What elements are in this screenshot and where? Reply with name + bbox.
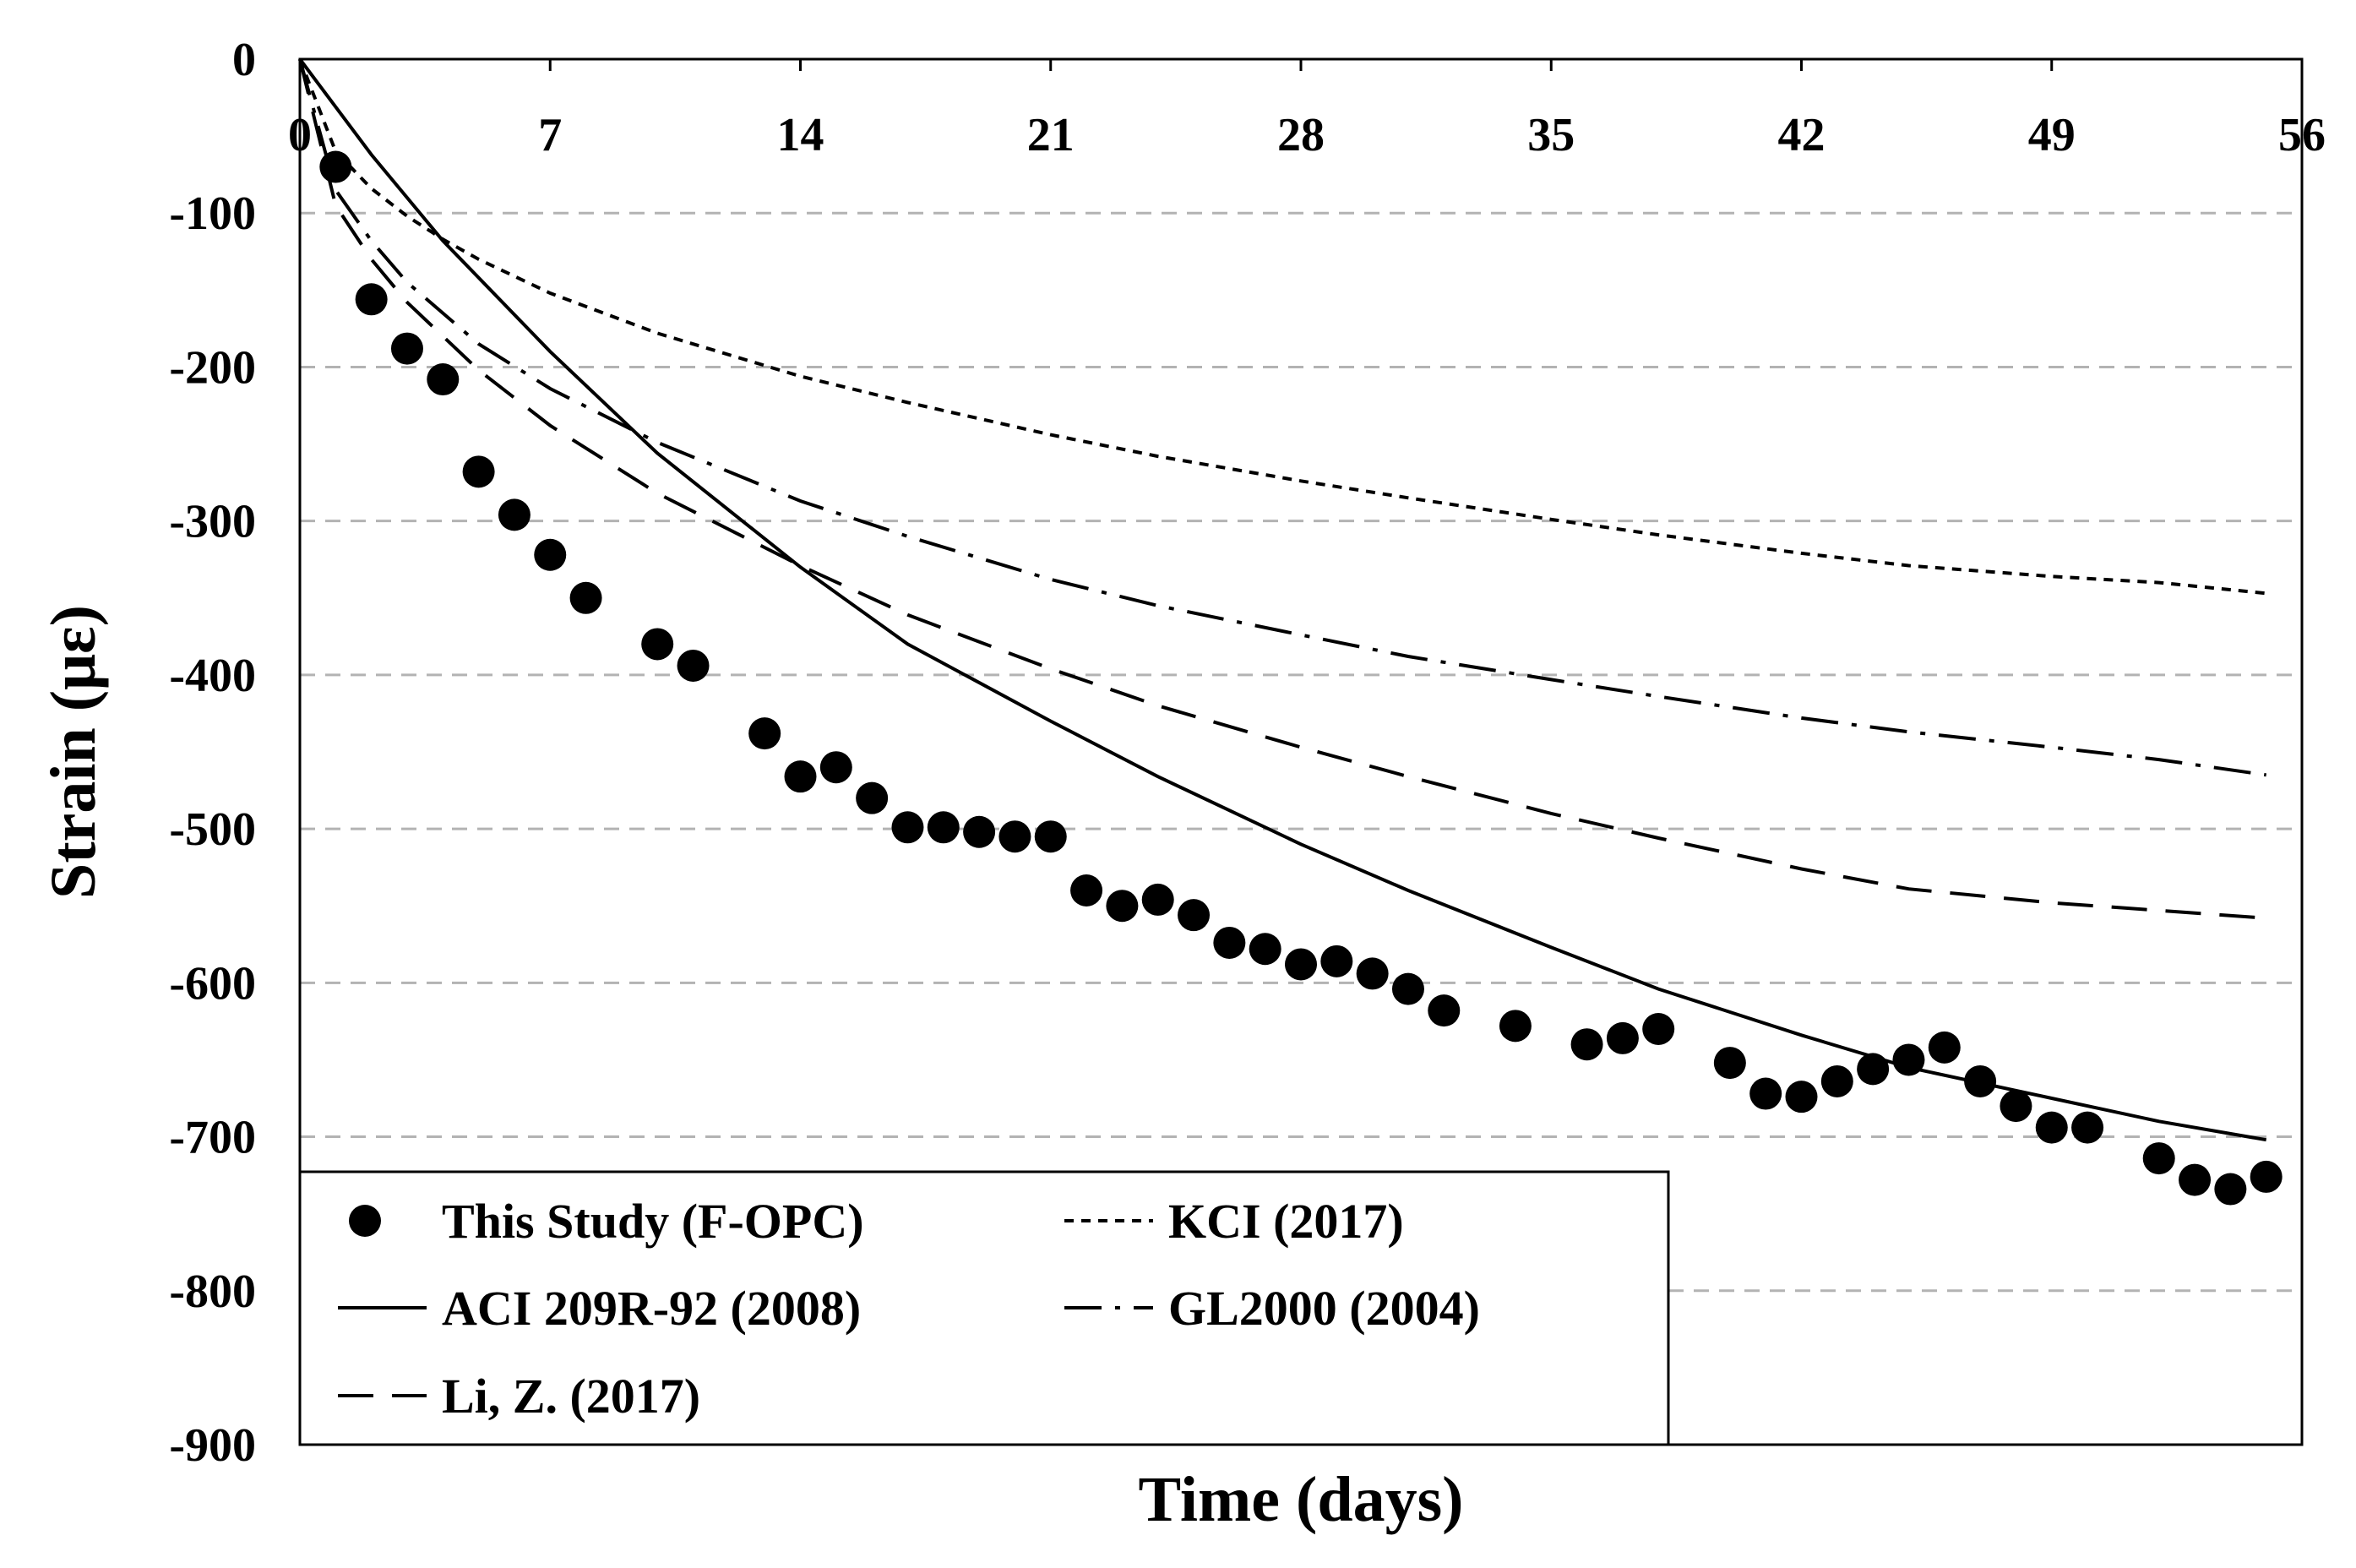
data-point-this-study-f-opc-3 [427, 363, 460, 396]
data-point-this-study-f-opc-45 [2142, 1142, 2175, 1175]
data-point-this-study-f-opc-38 [1857, 1053, 1890, 1086]
data-point-this-study-f-opc-18 [1034, 820, 1067, 853]
data-point-this-study-f-opc-13 [856, 781, 889, 814]
data-point-this-study-f-opc-17 [998, 820, 1031, 853]
data-point-this-study-f-opc-22 [1178, 899, 1211, 932]
legend-entry-aci-209r-92-2008: ACI 209R-92 (2008) [338, 1281, 861, 1336]
y-tick-label: 0 [232, 34, 256, 86]
y-tick-label: -800 [169, 1266, 256, 1318]
data-point-this-study-f-opc-19 [1070, 874, 1103, 906]
data-point-this-study-f-opc-6 [534, 538, 567, 571]
data-point-this-study-f-opc-0 [319, 150, 352, 183]
data-point-this-study-f-opc-12 [819, 751, 852, 784]
data-point-this-study-f-opc-46 [2179, 1163, 2212, 1196]
data-point-this-study-f-opc-42 [2000, 1090, 2032, 1123]
y-tick-label: -300 [169, 496, 256, 548]
data-point-this-study-f-opc-10 [748, 717, 781, 750]
data-point-this-study-f-opc-14 [891, 811, 924, 844]
x-tick-label: 21 [1027, 109, 1075, 161]
data-point-this-study-f-opc-30 [1499, 1010, 1532, 1043]
data-point-this-study-f-opc-39 [1892, 1043, 1925, 1076]
data-point-this-study-f-opc-33 [1642, 1013, 1675, 1045]
axis-ticks: 0 -100 -200 -300 -400 -500 -600 -700 -800 -900 0 7 1… [169, 34, 2326, 1472]
y-tick-label: -100 [169, 188, 256, 240]
data-markers [319, 150, 2283, 1206]
data-point-this-study-f-opc-36 [1785, 1081, 1818, 1113]
data-point-this-study-f-opc-41 [1964, 1064, 1997, 1097]
data-point-this-study-f-opc-2 [390, 332, 423, 365]
data-point-this-study-f-opc-28 [1391, 972, 1424, 1005]
y-tick-label: -500 [169, 803, 256, 856]
data-point-this-study-f-opc-43 [2035, 1111, 2068, 1144]
data-point-this-study-f-opc-29 [1428, 994, 1461, 1027]
legend-entry-li-z-2017: Li, Z. (2017) [338, 1369, 700, 1424]
data-point-this-study-f-opc-23 [1213, 926, 1246, 959]
y-axis-title: Strain (με) [38, 605, 109, 899]
data-point-this-study-f-opc-11 [784, 760, 817, 793]
data-point-this-study-f-opc-8 [641, 628, 674, 661]
data-point-this-study-f-opc-26 [1320, 945, 1353, 977]
y-tick-label: -600 [169, 957, 256, 1010]
data-point-this-study-f-opc-31 [1570, 1028, 1603, 1061]
y-tick-label: -900 [169, 1419, 256, 1472]
data-point-this-study-f-opc-40 [1928, 1031, 1961, 1064]
legend-marker [349, 1205, 381, 1237]
data-point-this-study-f-opc-4 [462, 455, 495, 488]
data-point-this-study-f-opc-7 [569, 581, 602, 614]
data-point-this-study-f-opc-35 [1749, 1077, 1782, 1110]
x-tick-label: 42 [1778, 109, 1825, 161]
legend: This Study (F-OPC) KCI (2017) ACI 209R-92 … [298, 1170, 1670, 1446]
data-point-this-study-f-opc-47 [2214, 1173, 2247, 1206]
data-point-this-study-f-opc-32 [1606, 1021, 1639, 1054]
series-line-gl2000-2004 [298, 58, 2266, 777]
series-line-aci-209r-92-2008 [298, 57, 2267, 1142]
x-tick-label: 35 [1527, 109, 1575, 161]
legend-entry-gl2000-2004: GL2000 (2004) [1064, 1281, 1480, 1336]
data-point-this-study-f-opc-5 [498, 498, 531, 531]
data-point-this-study-f-opc-25 [1285, 948, 1317, 981]
y-tick-label: -200 [169, 341, 256, 394]
legend-entry-this-study-f-opc: This Study (F-OPC) [349, 1194, 864, 1249]
x-tick-label: 28 [1277, 109, 1325, 161]
data-point-this-study-f-opc-1 [355, 283, 388, 316]
data-point-this-study-f-opc-20 [1106, 890, 1139, 923]
data-point-this-study-f-opc-34 [1713, 1047, 1746, 1080]
x-tick-label: 56 [2278, 109, 2326, 161]
data-point-this-study-f-opc-15 [927, 811, 960, 844]
series-line-li-z-2017 [298, 58, 2266, 920]
y-tick-label: -400 [169, 650, 256, 702]
x-tick-label: 49 [2028, 109, 2076, 161]
data-point-this-study-f-opc-16 [963, 815, 996, 848]
legend-entry-kci-2017: KCI (2017) [1064, 1194, 1404, 1249]
legend-label: ACI 209R-92 (2008) [442, 1281, 861, 1336]
x-tick-label: 0 [288, 109, 312, 161]
x-tick-label: 7 [538, 109, 562, 161]
legend-box [298, 1170, 1670, 1446]
data-point-this-study-f-opc-21 [1141, 883, 1174, 916]
series-lines [298, 57, 2267, 1142]
data-point-this-study-f-opc-9 [677, 649, 710, 682]
legend-label: Li, Z. (2017) [442, 1369, 700, 1424]
legend-label: GL2000 (2004) [1168, 1281, 1480, 1336]
data-point-this-study-f-opc-37 [1820, 1064, 1853, 1097]
data-point-this-study-f-opc-27 [1356, 957, 1389, 990]
x-tick-label: 14 [777, 109, 824, 161]
data-point-this-study-f-opc-24 [1249, 933, 1281, 966]
legend-label: This Study (F-OPC) [442, 1194, 864, 1249]
data-point-this-study-f-opc-44 [2071, 1111, 2104, 1144]
data-point-this-study-f-opc-48 [2250, 1160, 2283, 1193]
y-tick-label: -700 [169, 1112, 256, 1164]
x-axis-title: Time (days) [1139, 1464, 1464, 1535]
gridlines [300, 211, 2302, 1293]
legend-label: KCI (2017) [1168, 1194, 1404, 1249]
series-line-kci-2017 [298, 58, 2266, 596]
